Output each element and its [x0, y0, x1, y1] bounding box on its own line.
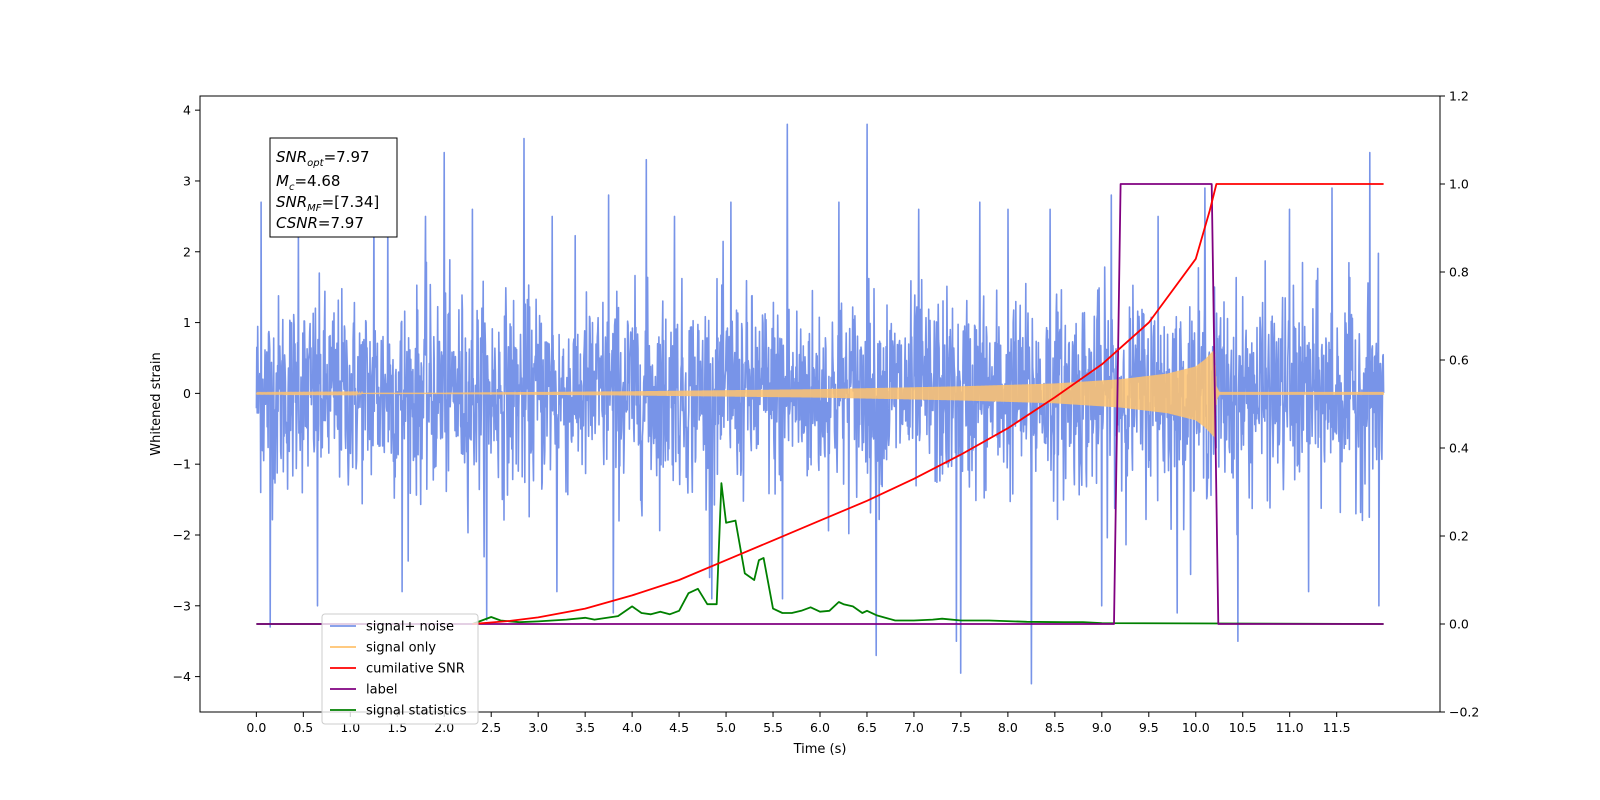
series-signal-only [255, 349, 1385, 438]
y-right-tick-label: 1.2 [1449, 89, 1469, 104]
annotation-snr-opt: SNRopt=7.97 [276, 148, 370, 169]
y-left-tick-label: 3 [183, 173, 191, 188]
y-right-tick-label: 0.2 [1449, 529, 1469, 544]
legend-label: signal only [366, 641, 436, 656]
y-right-tick-label: 0.4 [1449, 441, 1469, 456]
x-tick-label: 7.0 [904, 720, 924, 735]
legend: signal+ noise signal only cumilative SNR la… [321, 613, 479, 725]
x-tick-label: 3.5 [575, 720, 595, 735]
y-right-tick-label: 0.6 [1449, 353, 1469, 368]
y-left-tick-label: 1 [183, 315, 191, 330]
x-tick-label: 0.5 [293, 720, 313, 735]
x-tick-label: 4.0 [622, 720, 642, 735]
legend-frame [321, 613, 479, 725]
legend-label: signal statistics [366, 704, 467, 719]
y-axis-right-ticks: −0.2 0.0 0.2 0.4 0.6 0.8 1.0 1.2 [1440, 89, 1479, 720]
series-signal-statistics [256, 482, 1384, 625]
series-cumulative-snr [472, 183, 1384, 625]
y-right-tick-label: 0.8 [1449, 265, 1469, 280]
y-left-tick-label: 2 [183, 244, 191, 259]
x-tick-label: 10.5 [1229, 720, 1257, 735]
x-tick-label: 4.5 [669, 720, 689, 735]
legend-label: cumilative SNR [366, 662, 465, 677]
y-axis-left-ticks: −4 −3 −2 −1 0 1 2 3 4 [173, 103, 200, 684]
y-left-tick-label: −1 [173, 457, 191, 472]
x-tick-label: 11.0 [1276, 720, 1304, 735]
x-axis-label: Time (s) [793, 742, 847, 757]
x-tick-label: 7.5 [951, 720, 971, 735]
x-tick-label: 9.5 [1139, 720, 1159, 735]
y-left-tick-label: −4 [173, 669, 191, 684]
y-right-tick-label: 1.0 [1449, 177, 1469, 192]
x-tick-label: 0.0 [246, 720, 266, 735]
x-tick-label: 9.0 [1092, 720, 1112, 735]
x-tick-label: 8.5 [1045, 720, 1065, 735]
stats-annotation-box: SNRopt=7.97 Mc=4.68 SNRMF=[7.34] CSNR=7.… [269, 137, 398, 238]
x-tick-label: 6.0 [810, 720, 830, 735]
x-tick-label: 6.5 [857, 720, 877, 735]
x-tick-label: 5.0 [716, 720, 736, 735]
plot-data [255, 123, 1385, 685]
y-right-tick-label: −0.2 [1449, 705, 1479, 720]
x-tick-label: 5.5 [763, 720, 783, 735]
y-left-tick-label: 4 [183, 103, 191, 118]
annotation-mc: Mc=4.68 [276, 172, 340, 193]
annotation-csnr: CSNR=7.97 [276, 214, 364, 232]
legend-label: signal+ noise [366, 620, 454, 635]
y-axis-left-label: Whitened strain [149, 352, 164, 455]
y-left-tick-label: −2 [173, 527, 191, 542]
y-left-tick-label: −3 [173, 598, 191, 613]
x-tick-label: 3.0 [528, 720, 548, 735]
series-label [256, 183, 1384, 625]
x-tick-label: 2.5 [481, 720, 501, 735]
y-left-tick-label: 0 [183, 386, 191, 401]
x-tick-label: 8.0 [998, 720, 1018, 735]
y-right-tick-label: 0.0 [1449, 617, 1469, 632]
x-tick-label: 10.0 [1182, 720, 1210, 735]
legend-label: label [366, 683, 397, 698]
x-tick-label: 11.5 [1323, 720, 1351, 735]
annotation-snr-mf: SNRMF=[7.34] [276, 193, 379, 214]
